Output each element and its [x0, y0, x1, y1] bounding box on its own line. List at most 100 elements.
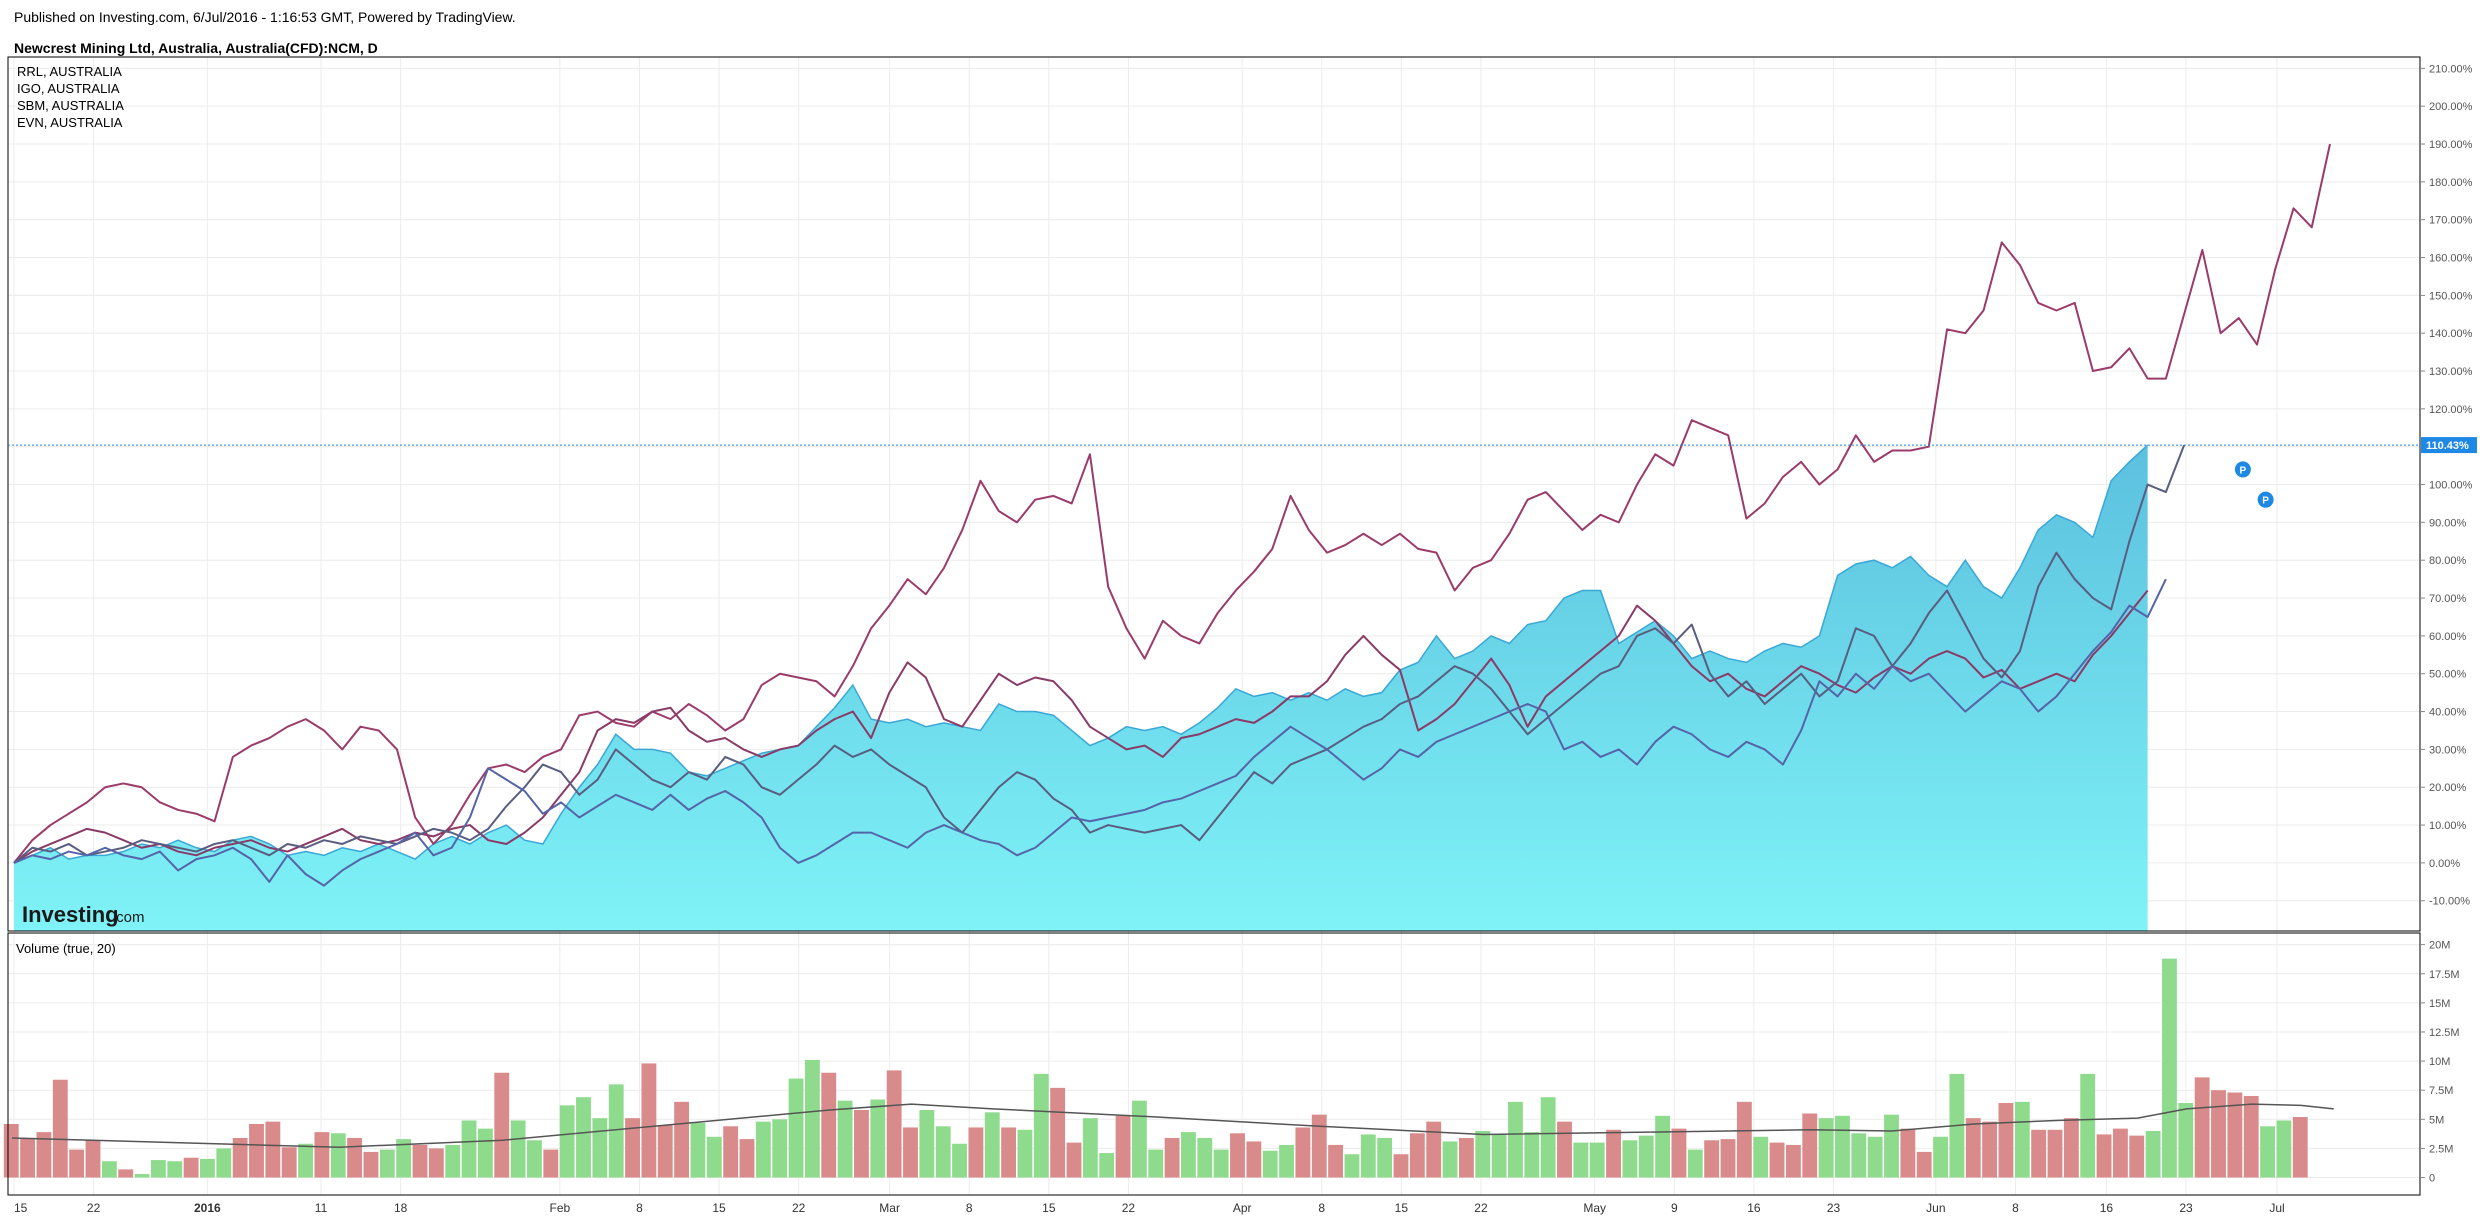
- volume-bar: [559, 1105, 575, 1178]
- volume-bar: [52, 1079, 68, 1178]
- main-series-area: [14, 445, 2148, 931]
- volume-bar: [1279, 1144, 1294, 1178]
- volume-bar: [281, 1147, 297, 1178]
- event-marker: [2257, 491, 2274, 508]
- volume-bar: [461, 1120, 477, 1178]
- volume-bar: [1458, 1137, 1474, 1178]
- volume-bar: [1736, 1101, 1752, 1178]
- x-tick-label: 2016: [194, 1201, 221, 1215]
- volume-bar: [118, 1169, 134, 1178]
- volume-bar: [2031, 1129, 2047, 1178]
- brand-logo-suffix: .com: [112, 909, 145, 926]
- x-tick-label: Jun: [1926, 1201, 1945, 1215]
- volume-bar: [788, 1078, 804, 1178]
- volume-bar: [1148, 1149, 1164, 1178]
- volume-bar: [379, 1149, 395, 1178]
- volume-bar: [1001, 1127, 1017, 1178]
- x-tick-label: 8: [966, 1201, 973, 1215]
- volume-bar: [1622, 1140, 1638, 1178]
- volume-bar: [216, 1148, 232, 1178]
- volume-bar: [265, 1121, 281, 1178]
- volume-bar: [1066, 1142, 1082, 1178]
- volume-bar: [150, 1160, 166, 1178]
- x-tick-label: 8: [1318, 1201, 1325, 1215]
- last-value-badge: [2421, 437, 2477, 454]
- volume-bar: [919, 1109, 935, 1178]
- volume-bar: [494, 1072, 510, 1178]
- sbm-series-line: [13, 444, 2186, 864]
- volume-bar: [1262, 1150, 1278, 1178]
- y-tick-label: 130.00%: [2429, 366, 2473, 378]
- chart-header: Published on Investing.com, 6/Jul/2016 -…: [14, 8, 516, 57]
- volume-bar: [1213, 1149, 1229, 1178]
- volume-bar: [69, 1149, 85, 1178]
- volume-bar: [1442, 1141, 1458, 1178]
- event-marker-label: P: [2262, 496, 2269, 507]
- volume-bar: [1933, 1136, 1948, 1178]
- volume-bar: [1720, 1139, 1736, 1178]
- volume-bar: [984, 1112, 1000, 1178]
- volume-bar: [723, 1126, 739, 1178]
- volume-bar: [625, 1118, 640, 1178]
- volume-tick-label: 10M: [2429, 1056, 2450, 1068]
- volume-bar: [1655, 1115, 1671, 1178]
- volume-tick-label: 15M: [2429, 998, 2450, 1010]
- chart-title: Newcrest Mining Ltd, Australia, Australi…: [14, 40, 378, 56]
- y-tick-label: 200.00%: [2429, 101, 2473, 113]
- volume-bar: [1835, 1115, 1850, 1178]
- x-tick-label: 15: [1042, 1201, 1056, 1215]
- volume-bar: [298, 1143, 313, 1178]
- volume-bar: [2162, 958, 2177, 1178]
- y-tick-label: 70.00%: [2429, 593, 2467, 605]
- volume-bar: [1033, 1073, 1049, 1178]
- volume-bar: [510, 1120, 526, 1178]
- volume-bar: [396, 1139, 412, 1178]
- watermark: Investing.com: [22, 902, 145, 927]
- volume-bar: [1867, 1136, 1883, 1178]
- volume-bar: [1409, 1133, 1425, 1178]
- x-tick-label: Feb: [550, 1201, 571, 1215]
- volume-bar: [477, 1128, 493, 1178]
- x-tick-label: 23: [2179, 1201, 2193, 1215]
- volume-bar: [1818, 1118, 1834, 1178]
- y-tick-label: -10.00%: [2429, 896, 2470, 908]
- volume-bar: [1884, 1114, 1899, 1178]
- volume-bar: [1900, 1128, 1916, 1178]
- volume-bar: [1230, 1133, 1245, 1178]
- x-tick-label: 16: [2100, 1201, 2114, 1215]
- volume-bar: [200, 1158, 215, 1178]
- volume-bar: [1965, 1118, 1981, 1178]
- evn-series-line: [13, 578, 2167, 887]
- volume-tick-label: 12.5M: [2429, 1027, 2460, 1039]
- volume-bar: [1197, 1137, 1213, 1178]
- volume-bar: [1524, 1132, 1540, 1178]
- volume-bar: [1769, 1142, 1785, 1178]
- volume-bar: [1916, 1151, 1932, 1178]
- volume-bar: [363, 1151, 379, 1178]
- volume-bar: [1017, 1129, 1033, 1178]
- event-marker: [2234, 461, 2251, 478]
- y-tick-label: 10.00%: [2429, 820, 2467, 832]
- volume-ma-line: [11, 1103, 2334, 1149]
- x-tick-label: 15: [14, 1201, 28, 1215]
- x-tick-label: 22: [792, 1201, 806, 1215]
- volume-bar: [1393, 1154, 1409, 1178]
- volume-bar: [2211, 1090, 2226, 1178]
- published-line: Published on Investing.com, 6/Jul/2016 -…: [14, 9, 516, 25]
- volume-bar: [2243, 1096, 2259, 1178]
- volume-bar: [249, 1123, 264, 1178]
- volume-bar: [804, 1059, 820, 1178]
- volume-bar: [527, 1140, 542, 1178]
- volume-bar: [1573, 1142, 1589, 1178]
- legend-item: RRL, AUSTRALIA: [17, 64, 122, 79]
- volume-bar: [85, 1140, 101, 1178]
- volume-bar: [1687, 1149, 1703, 1178]
- volume-bar: [952, 1143, 967, 1178]
- volume-bar: [1802, 1113, 1818, 1178]
- volume-tick-label: 20M: [2429, 940, 2450, 952]
- volume-bar: [2080, 1073, 2096, 1178]
- x-tick-label: 16: [1747, 1201, 1761, 1215]
- volume-bar: [1344, 1154, 1360, 1178]
- volume-bar: [870, 1099, 886, 1178]
- brand-logo-text: Investing: [22, 902, 119, 927]
